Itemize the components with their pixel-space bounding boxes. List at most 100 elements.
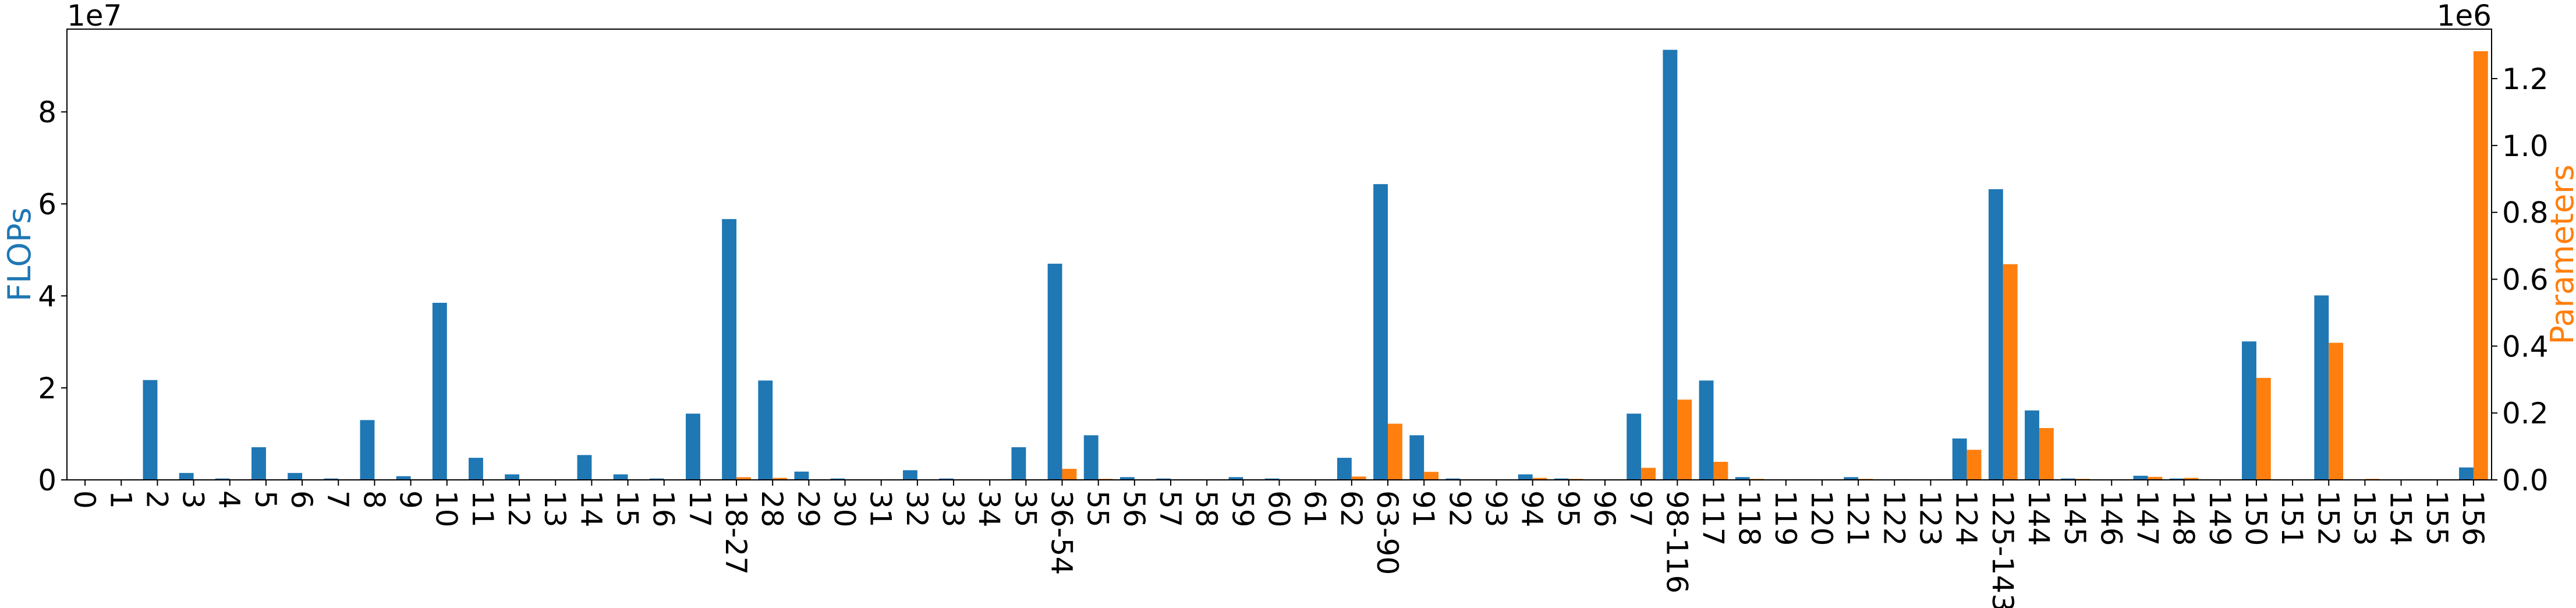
x-tick-label: 32 (900, 490, 934, 528)
x-tick-label: 124 (1950, 490, 1983, 546)
flops-bar-9 (396, 476, 411, 480)
flops-bar-6 (288, 473, 303, 480)
parameters-bar-148 (2184, 478, 2199, 480)
x-tick-label: 156 (2456, 490, 2490, 546)
parameters-bar-63-90 (1387, 423, 1402, 480)
parameters-bar-156 (2473, 51, 2488, 480)
x-tick-label: 12 (502, 490, 536, 528)
flops-bar-145 (2061, 478, 2076, 480)
y-tick-label: 2 (38, 372, 56, 405)
y2-tick-label: 0.2 (2502, 397, 2549, 430)
flops-bar-62 (1337, 458, 1352, 480)
x-tick-label: 63-90 (1370, 490, 1404, 575)
flops-bar-2 (143, 380, 158, 480)
left-axis-offset-label: 1e7 (67, 0, 122, 33)
flops-bar-55 (1083, 435, 1099, 480)
y-tick-label: 6 (38, 188, 56, 221)
plot-frame (66, 29, 2492, 480)
x-tick-label: 144 (2022, 490, 2056, 546)
x-tick-label: 120 (1805, 490, 1838, 546)
y2-tick-label: 0.0 (2502, 464, 2549, 497)
parameters-bar-97 (1641, 468, 1656, 480)
x-tick-label: 9 (394, 490, 427, 509)
x-tick-label: 147 (2130, 490, 2164, 546)
x-tick-label: 10 (430, 490, 463, 528)
flops-bar-5 (251, 447, 266, 480)
x-tick-label: 122 (1877, 490, 1911, 546)
x-tick-label: 60 (1262, 490, 1296, 528)
flops-bar-147 (2133, 475, 2148, 480)
flops-bar-28 (758, 380, 773, 480)
x-tick-label: 121 (1841, 490, 1875, 546)
flops-bar-63-90 (1373, 184, 1388, 480)
flops-bar-57 (1156, 478, 1171, 480)
x-tick-label: 59 (1225, 490, 1259, 528)
x-tick-label: 31 (864, 490, 898, 528)
x-tick-label: 36-54 (1045, 490, 1079, 575)
y2-tick-label: 0.8 (2502, 196, 2549, 230)
y2-tick-label: 0.4 (2502, 330, 2549, 363)
flops-bar-29 (794, 471, 809, 480)
flops-bar-4 (215, 478, 230, 480)
flops-bar-94 (1518, 474, 1533, 480)
x-tick-label: 58 (1189, 490, 1223, 528)
parameters-bar-124 (1966, 450, 1982, 480)
x-tick-label: 16 (647, 490, 681, 528)
flops-bar-10 (432, 302, 447, 480)
x-tick-label: 55 (1081, 490, 1115, 528)
x-tick-label: 95 (1551, 490, 1585, 528)
x-tick-label: 35 (1008, 490, 1042, 528)
x-tick-label: 149 (2203, 490, 2237, 546)
left-y-axis: 0 2 4 6 8 (38, 96, 67, 497)
flops-bar-121 (1844, 477, 1859, 480)
parameters-bar-62 (1351, 476, 1366, 480)
y-tick-label: 8 (38, 96, 56, 129)
x-tick-label: 8 (357, 490, 391, 509)
x-tick-label: 57 (1153, 490, 1187, 528)
x-tick-label: 34 (972, 490, 1006, 528)
flops-bar-56 (1119, 477, 1135, 480)
parameters-bar-98-116 (1677, 400, 1692, 480)
x-tick-label: 2 (140, 490, 173, 509)
flops-bar-150 (2242, 341, 2256, 480)
x-tick-label: 18-27 (719, 490, 753, 575)
flops-bar-124 (1952, 438, 1967, 480)
x-tick-label: 146 (2094, 490, 2128, 546)
left-axis-label: FLOPs (1, 207, 38, 301)
x-tick-label: 5 (249, 490, 282, 509)
x-tick-label: 91 (1406, 490, 1440, 528)
x-tick-label: 28 (755, 490, 789, 528)
x-tick-label: 117 (1696, 490, 1730, 546)
flops-bar-118 (1735, 477, 1750, 480)
flops-bar-16 (649, 478, 664, 480)
y-tick-label: 4 (38, 280, 56, 313)
flops-bar-125-143 (1988, 189, 2003, 480)
x-tick-label: 125-143 (1986, 490, 2019, 608)
right-y-axis: 0.0 0.2 0.4 0.6 0.8 1.0 1.2 (2492, 62, 2549, 497)
x-tick-label: 97 (1624, 490, 1657, 528)
flops-bar-36-54 (1047, 263, 1062, 480)
flops-bar-33 (939, 478, 954, 480)
x-tick-label: 155 (2420, 490, 2454, 546)
flops-bar-60 (1264, 478, 1280, 480)
flops-bar-144 (2025, 410, 2039, 480)
parameters-bar-152 (2329, 342, 2344, 480)
bars-layer (143, 50, 2488, 480)
x-tick-label: 61 (1298, 490, 1332, 528)
x-tick-label: 153 (2347, 490, 2381, 546)
x-tick-label: 92 (1443, 490, 1476, 528)
x-tick-label: 17 (683, 490, 717, 528)
parameters-bar-91 (1424, 472, 1439, 480)
x-tick-label: 93 (1479, 490, 1512, 528)
y2-tick-label: 1.0 (2502, 129, 2549, 163)
x-tick-label: 145 (2058, 490, 2092, 546)
x-tick-label: 96 (1588, 490, 1621, 528)
x-tick-label: 62 (1334, 490, 1368, 528)
x-tick-label: 4 (212, 490, 246, 509)
flops-bar-156 (2459, 467, 2474, 480)
x-tick-label: 118 (1732, 490, 1766, 546)
flops-bar-18-27 (722, 219, 737, 480)
flops-bar-14 (577, 455, 592, 480)
x-axis: 0 1 2 3 4 5 6 7 8 9 10 11 12 13 14 15 16 17 18-27 28 29 30 31 3… (68, 480, 2490, 608)
